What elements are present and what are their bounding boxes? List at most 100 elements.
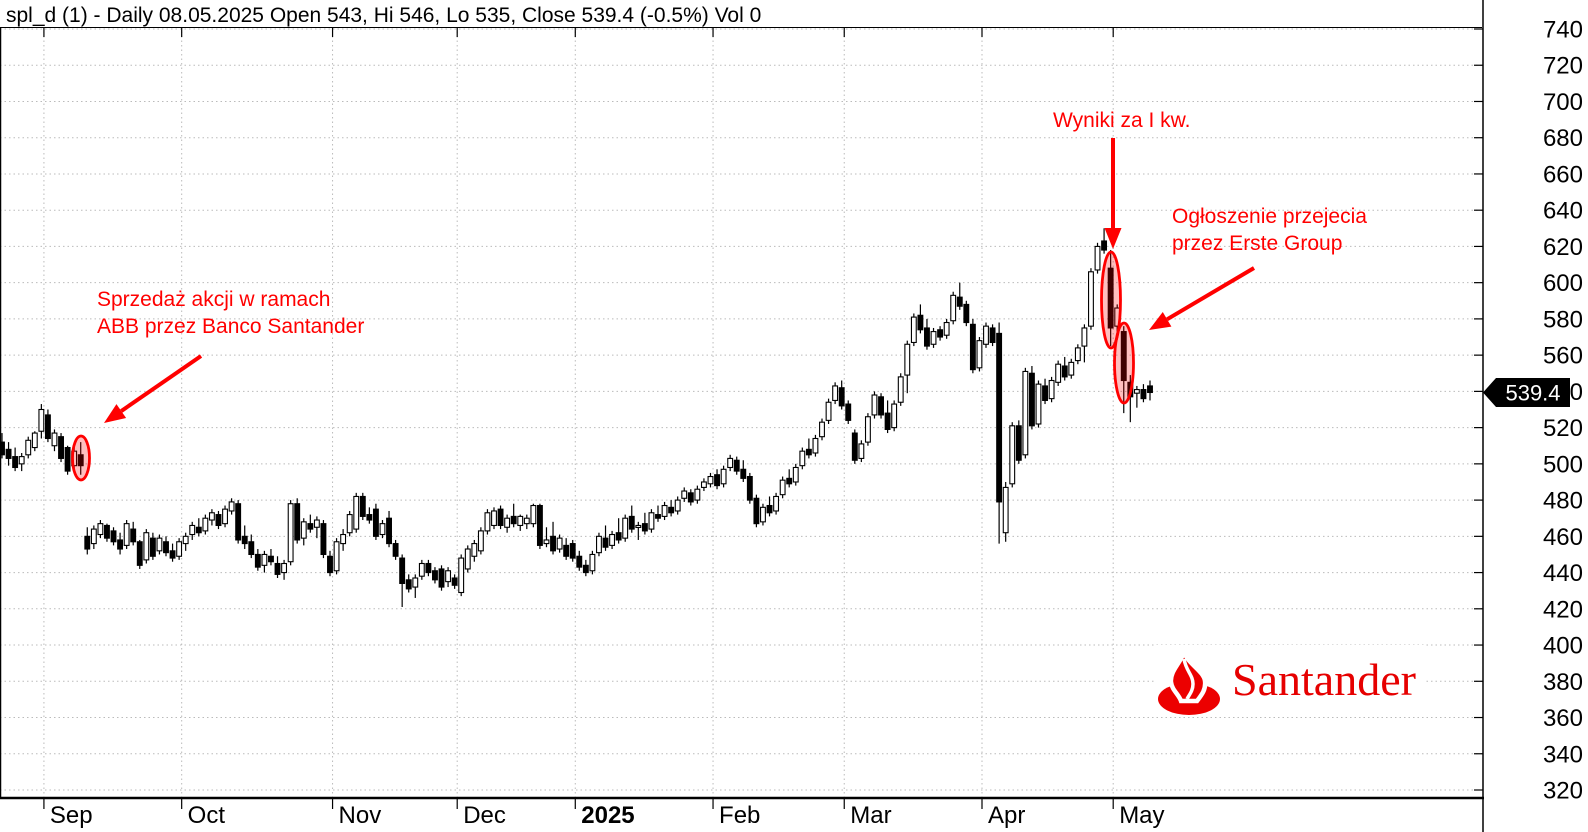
annotation-arrowhead-erste-takeover <box>1149 312 1172 330</box>
candle-down <box>169 550 176 559</box>
price-axis-label: 580 <box>1543 306 1583 333</box>
candle-up <box>208 512 215 521</box>
candle-down <box>989 327 996 344</box>
candle-up <box>445 570 452 583</box>
highlight-ellipse-q1-results <box>1100 250 1122 350</box>
candle-down <box>274 562 281 575</box>
candle-up <box>340 533 347 545</box>
candle-down <box>550 535 556 552</box>
candle-up <box>910 316 917 344</box>
month-label: Nov <box>339 802 382 829</box>
candle-up <box>812 437 819 454</box>
candle-up <box>825 401 832 421</box>
candle-down <box>536 504 543 546</box>
candles[interactable] <box>0 228 1153 607</box>
candle-down <box>1061 365 1068 378</box>
candle-up <box>760 506 766 523</box>
last-price-value: 539.4 <box>1505 380 1560 405</box>
candle-down <box>58 436 64 459</box>
annotation-line: ABB przez Banco Santander <box>97 315 365 338</box>
candle-up <box>287 503 294 563</box>
candle-up <box>418 562 425 577</box>
price-axis-label: 620 <box>1543 234 1583 261</box>
candle-down <box>136 541 143 566</box>
candle-down <box>425 562 432 574</box>
candle-down <box>786 477 793 485</box>
candle-up <box>1094 245 1101 271</box>
candle-down <box>195 526 202 534</box>
candle-down <box>1120 331 1127 382</box>
month-label: Mar <box>850 802 891 829</box>
candle-up <box>156 537 163 552</box>
candle-up <box>412 577 419 588</box>
price-axis-label: 720 <box>1543 53 1583 80</box>
candle-up <box>799 450 806 467</box>
price-axis-label: 440 <box>1543 560 1583 587</box>
candle-up <box>143 532 150 561</box>
candle-down <box>438 568 445 588</box>
santander-flame-icon <box>1158 645 1220 715</box>
candle-down <box>917 314 924 331</box>
month-label: Dec <box>463 802 506 829</box>
candle-down <box>1147 385 1153 394</box>
price-axis-label: 460 <box>1543 524 1583 551</box>
candle-down <box>163 541 169 554</box>
candle-up <box>904 343 911 376</box>
candle-down <box>1101 240 1108 251</box>
candle-up <box>609 533 616 546</box>
candle-down <box>805 448 812 456</box>
candle-up <box>596 535 602 554</box>
candle-up <box>1074 347 1081 362</box>
candle-up <box>864 416 871 443</box>
candle-up <box>51 432 58 447</box>
candle-down <box>569 543 576 559</box>
candle-up <box>379 523 386 536</box>
price-axis-label: 340 <box>1543 741 1583 768</box>
candle-down <box>668 506 675 514</box>
candle-up <box>700 481 707 488</box>
candle-down <box>405 579 412 590</box>
candle-down <box>5 448 12 459</box>
candle-down <box>878 396 884 416</box>
candle-up <box>1088 271 1094 327</box>
candle-down <box>320 523 327 556</box>
price-axis-label: 600 <box>1543 270 1583 297</box>
annotation-line: Ogłoszenie przejecia <box>1172 205 1367 228</box>
candle-down <box>399 557 406 584</box>
candle-down <box>268 555 274 563</box>
candle-up <box>1035 383 1042 425</box>
candle-up <box>346 514 353 534</box>
candle-up <box>950 294 957 322</box>
candle-down <box>386 517 392 545</box>
candle-up <box>176 541 183 557</box>
last-price-badge: 539.4 <box>1483 377 1570 407</box>
price-axis-label: 740 <box>1543 17 1583 44</box>
candle-down <box>392 543 399 557</box>
candle-up <box>261 553 268 566</box>
candle-up <box>1068 361 1075 376</box>
candle-down <box>996 332 1003 503</box>
candle-up <box>661 504 668 517</box>
candle-down <box>451 577 458 586</box>
candle-up <box>1022 370 1029 456</box>
candle-up <box>504 517 511 528</box>
candle-down <box>1140 389 1147 400</box>
santander-logo-text: Santander <box>1232 654 1416 705</box>
candle-down <box>77 454 84 467</box>
candle-down <box>641 523 648 532</box>
candle-down <box>963 303 970 324</box>
candle-down <box>372 508 379 537</box>
candle-down <box>366 514 373 521</box>
candle-up <box>897 376 904 403</box>
candle-up <box>523 517 530 525</box>
candle-down <box>64 446 71 472</box>
candle-down <box>851 432 858 461</box>
candle-down <box>149 537 156 557</box>
candle-down <box>687 492 694 503</box>
candle-up <box>202 517 209 532</box>
price-axis-label: 560 <box>1543 343 1583 370</box>
candle-up <box>832 385 839 401</box>
candle-up <box>464 548 471 570</box>
price-axis-label: 320 <box>1543 778 1583 805</box>
